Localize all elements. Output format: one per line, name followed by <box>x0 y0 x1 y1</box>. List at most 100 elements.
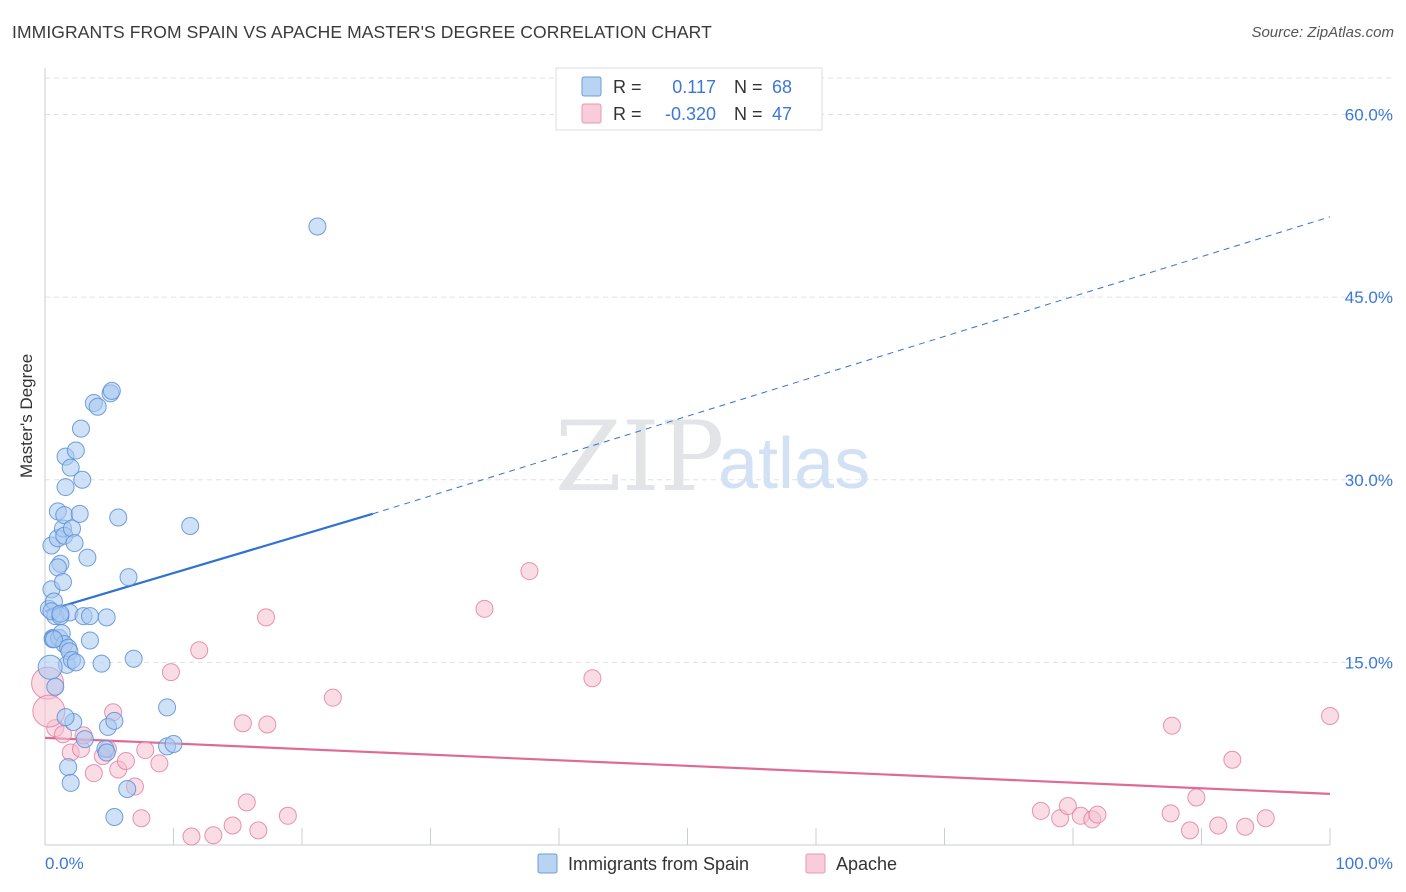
y-tick-label: 15.0% <box>1345 653 1393 672</box>
point-spain <box>37 654 63 680</box>
point-apache <box>1162 716 1181 735</box>
point-apache <box>1236 817 1255 836</box>
point-spain <box>46 677 65 696</box>
point-apache <box>161 663 180 682</box>
point-spain <box>51 604 70 623</box>
trend-lines <box>44 216 1331 795</box>
point-spain <box>80 607 99 626</box>
point-spain <box>71 419 90 438</box>
point-apache <box>116 751 135 770</box>
point-apache <box>1031 801 1050 820</box>
y-tick-label: 45.0% <box>1345 288 1393 307</box>
point-spain <box>164 734 183 753</box>
point-spain <box>124 649 143 668</box>
point-spain <box>92 654 111 673</box>
stats-swatch-pink <box>581 103 602 124</box>
point-apache <box>1161 804 1180 823</box>
stats-r-label-0: R = <box>613 77 642 97</box>
point-spain <box>44 630 63 649</box>
stats-n-label-1: N = <box>734 104 763 124</box>
point-apache <box>1058 797 1077 816</box>
watermark-atlas: atlas <box>718 424 870 504</box>
stats-r-value-1: -0.320 <box>665 104 716 124</box>
legend-label-spain: Immigrants from Spain <box>568 854 749 874</box>
point-apache <box>278 806 297 825</box>
point-spain <box>80 631 99 650</box>
point-spain <box>105 807 124 826</box>
point-spain <box>118 779 137 798</box>
point-apache <box>223 816 242 835</box>
stats-n-label-0: N = <box>734 77 763 97</box>
point-apache <box>132 809 151 828</box>
point-spain <box>158 698 177 717</box>
point-spain <box>109 508 128 527</box>
point-apache <box>84 764 103 783</box>
y-tick-label: 60.0% <box>1345 106 1393 125</box>
point-apache <box>520 562 539 581</box>
data-points <box>31 217 1339 846</box>
point-apache <box>258 715 277 734</box>
point-spain <box>66 441 85 460</box>
point-apache <box>583 669 602 688</box>
point-apache <box>190 641 209 660</box>
point-spain <box>78 548 97 567</box>
stats-n-value-0: 68 <box>772 77 792 97</box>
stats-r-value-0: 0.117 <box>672 77 716 97</box>
point-apache <box>1321 706 1339 725</box>
point-spain <box>97 743 116 762</box>
stats-n-value-1: 47 <box>772 104 792 124</box>
x-tick-marks <box>44 828 1331 845</box>
point-apache <box>204 826 223 845</box>
point-apache <box>233 714 252 733</box>
x-tick-label-min: 0.0% <box>45 854 84 873</box>
point-apache <box>1187 788 1206 807</box>
point-spain <box>59 758 78 777</box>
point-spain <box>61 773 80 792</box>
point-spain <box>181 517 200 536</box>
point-spain <box>70 504 89 523</box>
point-apache <box>249 821 268 840</box>
point-apache <box>257 608 276 627</box>
point-spain <box>73 470 92 489</box>
legend-swatch-apache <box>805 853 826 874</box>
trend-line-spain <box>44 512 373 613</box>
trend-line-spain-extrapolated <box>372 216 1331 515</box>
point-apache <box>1209 816 1228 835</box>
y-tick-label: 30.0% <box>1345 471 1393 490</box>
point-spain <box>308 217 327 236</box>
point-apache <box>475 599 494 618</box>
point-spain <box>88 397 107 416</box>
point-apache <box>1088 805 1107 824</box>
chart-title: IMMIGRANTS FROM SPAIN VS APACHE MASTER'S… <box>12 22 712 42</box>
point-spain <box>56 708 75 727</box>
y-axis-title: Master's Degree <box>17 353 36 478</box>
point-apache <box>1223 750 1242 769</box>
trend-line-apache <box>44 736 1331 795</box>
legend-swatch-spain <box>537 853 558 874</box>
point-apache <box>323 688 342 707</box>
point-spain <box>65 534 84 553</box>
x-tick-label-max: 100.0% <box>1335 854 1393 873</box>
stats-legend: R = 0.117 N = 68 R = -0.320 N = 47 <box>555 67 823 131</box>
legend-label-apache: Apache <box>836 854 897 874</box>
point-apache <box>182 827 201 846</box>
point-apache <box>150 754 169 773</box>
point-apache <box>237 793 256 812</box>
point-spain <box>102 381 121 400</box>
point-spain <box>53 573 72 592</box>
point-spain <box>105 711 124 730</box>
point-spain <box>56 478 75 497</box>
series-legend: Immigrants from Spain Apache <box>537 853 897 874</box>
point-spain <box>119 568 138 587</box>
y-tick-labels: 15.0% 30.0% 45.0% 60.0% <box>1345 106 1393 673</box>
point-spain <box>97 608 116 627</box>
point-spain <box>61 458 80 477</box>
watermark-zip: ZIP <box>555 401 724 513</box>
watermark: ZIP atlas <box>555 401 870 513</box>
point-apache <box>136 741 155 760</box>
point-apache <box>1256 809 1275 828</box>
point-spain <box>75 730 94 749</box>
point-apache <box>1180 821 1199 840</box>
chart-source: Source: ZipAtlas.com <box>1251 24 1394 41</box>
